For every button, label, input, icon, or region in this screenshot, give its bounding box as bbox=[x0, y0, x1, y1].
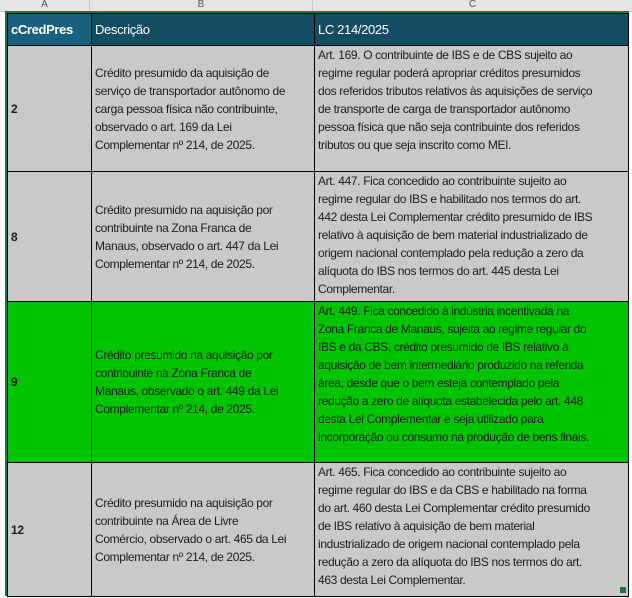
cell-description[interactable]: Crédito presumido na aquisição por contri… bbox=[91, 301, 315, 463]
cell-line: Complementar nº 214, de 2025. bbox=[95, 256, 255, 271]
cell-line: carga pessoa física não contribuinte, bbox=[95, 101, 278, 116]
table-row: 12 Crédito presumido na aquisição por cont… bbox=[7, 462, 629, 597]
cell-line: Crédito presumido da aquisição de bbox=[95, 65, 269, 80]
cell-law[interactable]: Art. 465. Fica concedido ao contribuinte… bbox=[314, 462, 629, 597]
cell-line: incorporação ou consumo na produção de b… bbox=[318, 430, 590, 444]
cell-line: Crédito presumido na aquisição por bbox=[95, 348, 273, 362]
cell-line: tributos ou que seja inscrito como MEI. bbox=[318, 138, 512, 152]
cell-line: regime regular do IBS e da CBS e habilit… bbox=[318, 483, 587, 497]
header-row: cCredPres Descrição LC 214/2025 bbox=[7, 13, 629, 46]
cell-code[interactable]: 8 bbox=[7, 171, 92, 302]
fill-handle[interactable] bbox=[620, 587, 626, 593]
cell-line: Art. 447. Fica concedido ao contribuinte… bbox=[318, 174, 567, 188]
cell-line: de transporte de carga de transportador … bbox=[318, 102, 571, 116]
cell-law[interactable]: Art. 447. Fica concedido ao contribuinte… bbox=[314, 171, 629, 302]
cell-code[interactable]: 12 bbox=[7, 462, 92, 597]
header-cell-law[interactable]: LC 214/2025 bbox=[314, 13, 629, 46]
cell-line: Art. 465. Fica concedido ao contribuinte… bbox=[318, 465, 567, 479]
table-row: 8 Crédito presumido na aquisição por contr… bbox=[7, 171, 629, 302]
cell-line: observado o art. 169 da Lei bbox=[95, 119, 232, 134]
cell-line: Complementar nº 214, de 2025. bbox=[95, 549, 255, 564]
cell-line: Art. 169. O contribuinte de IBS e de CBS… bbox=[318, 48, 573, 62]
cell-line: redução a zero da alíquota do IBS nos te… bbox=[318, 555, 582, 569]
spreadsheet-selection[interactable]: cCredPres Descrição LC 214/2025 2 Crédito… bbox=[5, 11, 629, 597]
cell-line: desta Lei Complementar e seja utilizado … bbox=[318, 412, 544, 426]
cell-line: Complementar nº 214, de 2025. bbox=[95, 137, 255, 152]
cell-line: serviço de transportador autônomo de bbox=[95, 83, 286, 98]
cell-line: do art. 460 desta Lei Complementar crédi… bbox=[318, 501, 590, 515]
cell-line: industrializado de origem nacional conte… bbox=[318, 537, 580, 551]
cell-line: Crédito presumido na aquisição por bbox=[95, 202, 273, 217]
header-cell-description[interactable]: Descrição bbox=[91, 13, 315, 46]
cell-line: Complementar. bbox=[318, 282, 395, 296]
cell-line: IBS e da CBS, crédito presumido de IBS r… bbox=[318, 340, 569, 354]
table-row: 2 Crédito presumido da aquisição de serviç… bbox=[7, 45, 629, 172]
cell-line: regime regular poderá apropriar créditos… bbox=[318, 66, 581, 80]
header-cell-code[interactable]: cCredPres bbox=[7, 13, 92, 46]
cell-description[interactable]: Crédito presumido na aquisição por contri… bbox=[91, 171, 315, 302]
cell-line: Complementar nº 214, de 2025. bbox=[95, 402, 255, 416]
cell-line: alíquota do IBS nos termos do art. 445 d… bbox=[318, 264, 559, 278]
cell-line: contribuinte na Zona Franca de bbox=[95, 220, 252, 235]
credit-table: cCredPres Descrição LC 214/2025 2 Crédito… bbox=[7, 13, 629, 597]
cell-line: 463 desta Lei Complementar. bbox=[318, 573, 466, 587]
cell-line: pessoa física que não seja contribuinte … bbox=[318, 120, 580, 134]
cell-line: Comércio, observado o art. 465 da Lei bbox=[95, 531, 287, 546]
cell-law[interactable]: Art. 449. Fica concedido à indústria inc… bbox=[314, 301, 629, 463]
cell-line: área, desde que o bem esteja contemplado… bbox=[318, 376, 560, 390]
cell-line: aquisição de bem intermediário produzido… bbox=[318, 358, 584, 372]
cell-line: 442 desta Lei Complementar crédito presu… bbox=[318, 210, 593, 224]
cell-line: relativo à aquisição de bem material ind… bbox=[318, 228, 588, 242]
cell-line: Manaus, observado o art. 449 da Lei bbox=[95, 384, 279, 398]
cell-description[interactable]: Crédito presumido na aquisição por contri… bbox=[91, 462, 315, 597]
cell-line: contribuinte na Zona Franca de bbox=[95, 366, 252, 380]
cell-description[interactable]: Crédito presumido da aquisição de serviço… bbox=[91, 45, 315, 172]
cell-line: Crédito presumido na aquisição por bbox=[95, 495, 273, 510]
cell-line: regime regular do IBS e habilitado nos t… bbox=[318, 192, 581, 206]
cell-line: redução a zero de alíquota estabelecida … bbox=[318, 394, 583, 408]
cell-line: de IBS relativo à aquisição de bem mater… bbox=[318, 519, 535, 533]
cell-code[interactable]: 9 bbox=[7, 301, 92, 463]
cell-line: dos referidos tributos relativos às aqui… bbox=[318, 84, 593, 98]
cell-line: Art. 449. Fica concedido à indústria inc… bbox=[318, 304, 569, 318]
cell-line: Manaus, observado o art. 447 da Lei bbox=[95, 238, 279, 253]
cell-line: Zona Franca de Manaus, sujeita ao regime… bbox=[318, 322, 587, 336]
cell-law[interactable]: Art. 169. O contribuinte de IBS e de CBS… bbox=[314, 45, 629, 172]
cell-code[interactable]: 2 bbox=[7, 45, 92, 172]
cell-line: contribuinte na Área de Livre bbox=[95, 513, 239, 528]
table-row: 9 Crédito presumido na aquisição por contr… bbox=[7, 301, 629, 463]
cell-line: origem nacional contemplado pela redução… bbox=[318, 246, 584, 260]
